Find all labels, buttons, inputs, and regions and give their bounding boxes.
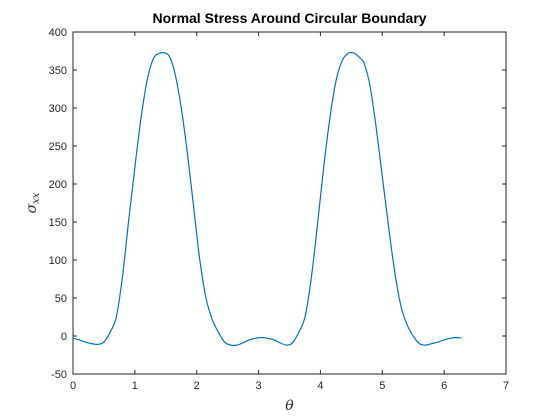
x-tick-label: 4 (317, 380, 323, 392)
x-axis-label: θ (285, 398, 294, 414)
tick-group (72, 31, 507, 375)
x-tick-label: 7 (503, 380, 509, 392)
y-axis-label-subscript: xx (31, 192, 42, 204)
y-tick-label: 0 (61, 331, 67, 343)
x-tick-label: 3 (256, 380, 262, 392)
series-line (72, 51, 462, 347)
y-tick-label: 350 (49, 65, 67, 77)
x-tick-label: 5 (379, 380, 385, 392)
y-axis-label: σxx (24, 192, 42, 213)
x-tick-label: 1 (132, 380, 138, 392)
y-tick-label: 300 (49, 103, 67, 115)
x-tick-label: 0 (70, 380, 76, 392)
plot-area (72, 31, 507, 375)
y-tick-label: 150 (49, 217, 67, 229)
y-tick-label: 50 (55, 293, 67, 305)
y-tick-label: 250 (49, 141, 67, 153)
x-tick-label: 2 (194, 380, 200, 392)
x-tick-label: 6 (441, 380, 447, 392)
y-tick-label: 200 (49, 179, 67, 191)
y-tick-label: -50 (51, 369, 67, 381)
y-tick-label: 400 (49, 27, 67, 39)
y-axis-label-symbol: σ (24, 203, 40, 213)
chart-title: Normal Stress Around Circular Boundary (152, 10, 426, 26)
y-tick-label: 100 (49, 255, 67, 267)
